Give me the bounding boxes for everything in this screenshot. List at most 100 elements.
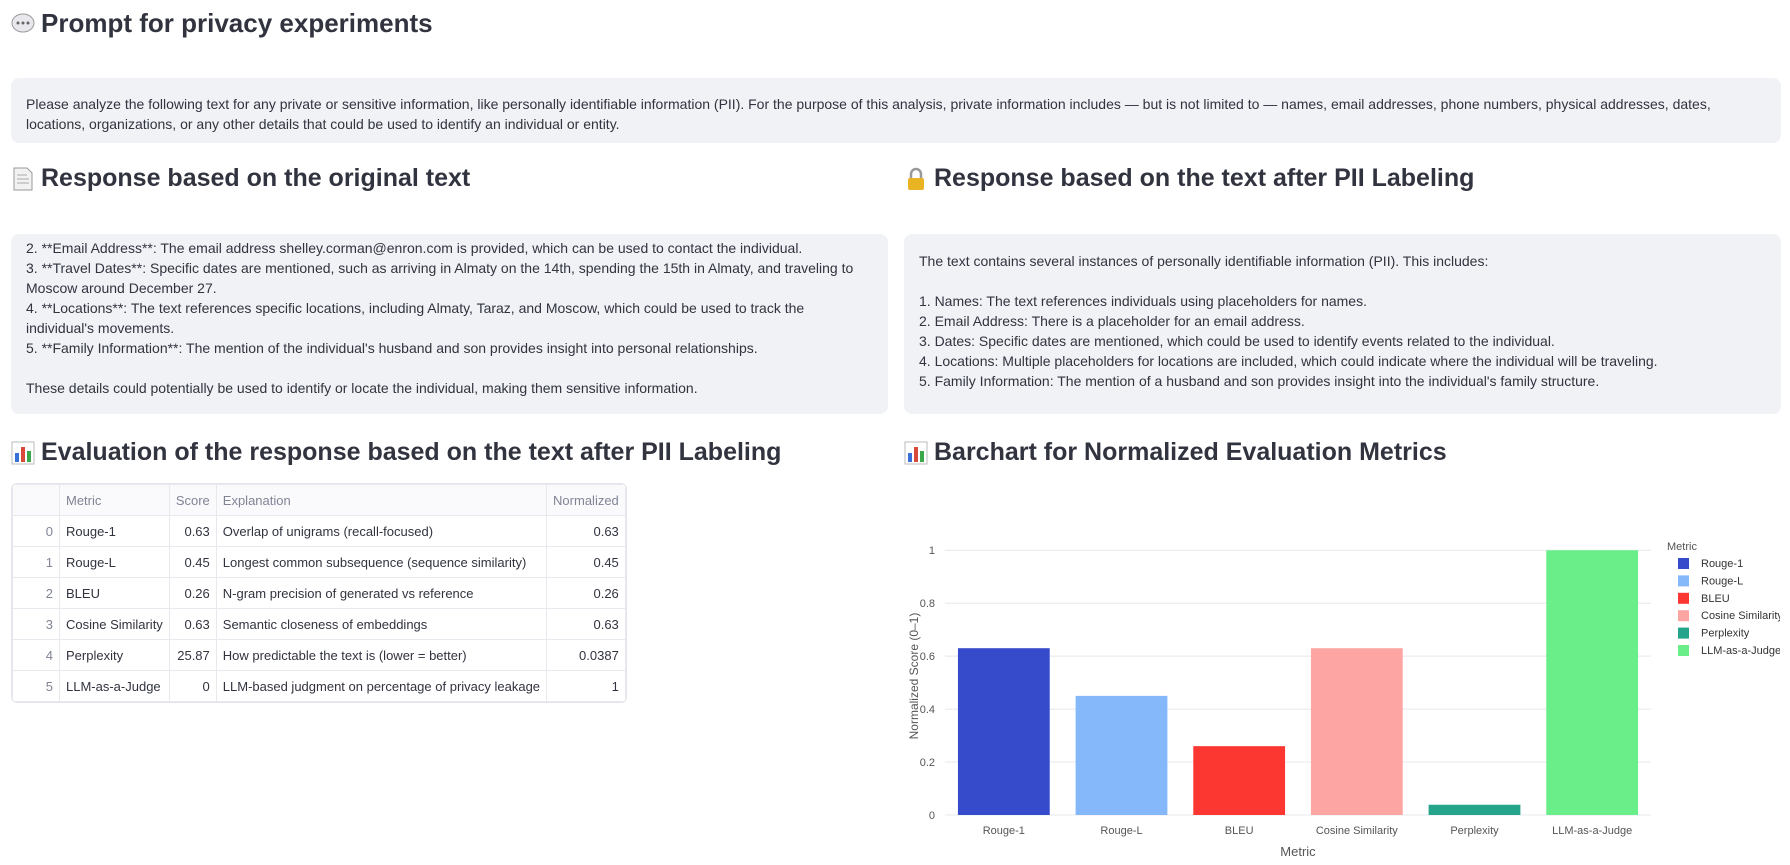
cell: LLM-as-a-Judge <box>59 670 170 702</box>
legend-swatch <box>1678 645 1689 656</box>
legend-label: Rouge-L <box>1701 575 1743 587</box>
heading-text: Response based on the original text <box>41 164 471 192</box>
response-textarea[interactable]: 2. **Email Address**: The email address … <box>11 234 888 414</box>
table-row: 1 Rouge-L 0.45 Longest common subsequence (… <box>12 546 626 578</box>
legend-swatch <box>1678 558 1689 569</box>
cell: 0.26 <box>168 577 217 609</box>
text-line: 2. Email Address: There is a placeholder… <box>919 313 1305 329</box>
row-index: 5 <box>12 670 60 702</box>
section-heading: Response based on the original text <box>11 164 470 193</box>
page-title: Prompt for privacy experiments <box>11 8 433 39</box>
legend-label: BLEU <box>1701 593 1730 605</box>
text-line: 3. Dates: Specific dates are mentioned, … <box>919 333 1555 349</box>
table-row: 5 LLM-as-a-Judge 0 LLM-based judgment on pe… <box>12 670 626 702</box>
cell: 0.0387 <box>546 639 626 671</box>
cell: Longest common subsequence (sequence sim… <box>215 546 548 578</box>
cell: BLEU <box>59 577 170 609</box>
cell: 1 <box>546 670 626 702</box>
cell: Rouge-1 <box>59 515 170 547</box>
bar-chart: 0 0.2 0.4 0.6 0.8 1 Rouge-1 Rouge-L BLEU Cosine S… <box>907 541 1780 859</box>
bar <box>1546 550 1639 815</box>
text-line: 4. Locations: Multiple placeholders for … <box>919 353 1658 369</box>
cell: How predictable the text is (lower = bet… <box>215 639 548 671</box>
data-table[interactable]: Metric Score Explanation Normalized 0 Rouge-1… <box>11 483 627 703</box>
cell: N-gram precision of generated vs referen… <box>215 577 548 609</box>
cell: Perplexity <box>59 639 170 671</box>
table-row: 4 Perplexity 25.87 How predictable the text… <box>12 639 626 671</box>
heading-text: Barchart for Normalized Evaluation Metri… <box>934 438 1447 466</box>
title-text: Prompt for privacy experiments <box>41 8 433 38</box>
x-axis-title: Metric <box>1280 844 1316 859</box>
x-tick-label: Cosine Similarity <box>1316 825 1398 837</box>
legend-label: Rouge-1 <box>1701 558 1743 570</box>
row-index: 1 <box>12 546 60 578</box>
text-line: The text contains several instances of p… <box>919 253 1489 269</box>
index-header <box>12 484 60 516</box>
cell: 0.63 <box>546 515 626 547</box>
x-tick-label: Rouge-1 <box>983 825 1025 837</box>
row-index: 4 <box>12 639 60 671</box>
cell: 0.45 <box>546 546 626 578</box>
cell: Rouge-L <box>59 546 170 578</box>
section-heading: Evaluation of the response based on the … <box>11 438 781 467</box>
x-tick-label: Perplexity <box>1450 825 1499 837</box>
bar <box>1193 746 1286 815</box>
column-header: Explanation <box>215 484 548 516</box>
paragraph: The text contains several instances of p… <box>919 251 1766 271</box>
cell: 0.45 <box>168 546 217 578</box>
paragraph: 2. **Email Address**: The email address … <box>26 238 873 358</box>
heading-text: Response based on the text after PII Lab… <box>934 164 1475 192</box>
text-line: These details could potentially be used … <box>26 380 698 396</box>
icon <box>908 167 924 190</box>
text-line: 1. Names: The text references individual… <box>919 293 1367 309</box>
prompt-text: Please analyze the following text for an… <box>26 96 1711 132</box>
icon <box>904 441 928 464</box>
row-index: 0 <box>12 515 60 547</box>
section-heading: Barchart for Normalized Evaluation Metri… <box>904 438 1447 467</box>
cell: 25.87 <box>168 639 217 671</box>
cell: 0.26 <box>546 577 626 609</box>
paragraph: 1. Names: The text references individual… <box>919 291 1766 391</box>
text-line: 5. **Family Information**: The mention o… <box>26 340 758 356</box>
column-header: Normalized <box>546 484 626 516</box>
y-tick-label: 0.6 <box>920 651 935 663</box>
row-index: 2 <box>12 577 60 609</box>
icon <box>13 167 33 190</box>
cell: Cosine Similarity <box>59 608 170 640</box>
table-row: 2 BLEU 0.26 N-gram precision of generated v… <box>12 577 626 609</box>
cell: LLM-based judgment on percentage of priv… <box>215 670 548 702</box>
text-line: 2. **Email Address**: The email address … <box>26 240 803 256</box>
bar <box>1310 648 1403 815</box>
x-tick-label: Rouge-L <box>1100 825 1142 837</box>
y-tick-label: 0.4 <box>920 704 935 716</box>
y-tick-label: 0.8 <box>920 598 935 610</box>
row-index: 3 <box>12 608 60 640</box>
table-row: 3 Cosine Similarity 0.63 Semantic closeness… <box>12 608 626 640</box>
legend-label: Cosine Similarity <box>1701 610 1780 622</box>
column-header: Score <box>168 484 217 516</box>
y-axis-title: Normalized Score (0–1) <box>907 613 921 740</box>
table-row: 0 Rouge-1 0.63 Overlap of unigrams (recall-… <box>12 515 626 547</box>
bar <box>1075 695 1168 815</box>
bar <box>1428 804 1521 815</box>
legend-swatch <box>1678 610 1689 622</box>
legend-title: Metric <box>1667 541 1697 553</box>
legend-label: Perplexity <box>1701 628 1750 640</box>
text-line: 4. **Locations**: The text references sp… <box>26 300 805 336</box>
legend-swatch <box>1678 627 1689 639</box>
paragraph: These details could potentially be used … <box>26 378 873 398</box>
cell: 0 <box>168 670 217 702</box>
text-line: 5. Family Information: The mention of a … <box>919 373 1600 389</box>
y-tick-label: 0 <box>929 810 935 822</box>
legend-swatch <box>1678 575 1689 587</box>
x-tick-label: BLEU <box>1225 825 1254 837</box>
cell: Overlap of unigrams (recall-focused) <box>215 515 548 547</box>
prompt-box[interactable]: Please analyze the following text for an… <box>11 78 1781 143</box>
y-tick-label: 0.2 <box>920 757 935 769</box>
legend-label: LLM-as-a-Judge <box>1701 645 1780 657</box>
icon <box>11 13 35 32</box>
icon <box>11 441 35 464</box>
response-textarea[interactable]: The text contains several instances of p… <box>904 234 1781 414</box>
table: Metric Score Explanation Normalized 0 Rouge-1… <box>12 484 626 702</box>
